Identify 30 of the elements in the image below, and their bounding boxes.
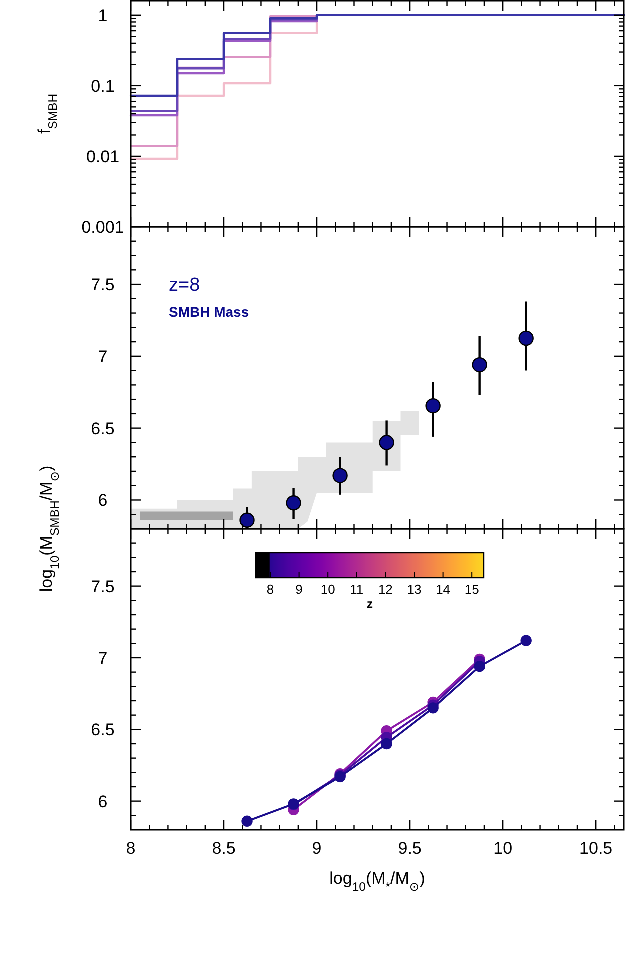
y-tick-label: 7 bbox=[98, 347, 108, 366]
x-tick-label: 10.5 bbox=[580, 839, 613, 858]
annotation: 11 bbox=[350, 582, 364, 597]
x-axis-title: log$_{10}$(M$_{*}$/M$_{⊙}$) bbox=[330, 869, 426, 894]
annotation: SMBH Mass bbox=[169, 304, 250, 320]
y-tick-label: 1 bbox=[98, 6, 108, 26]
annotation: 13 bbox=[407, 582, 422, 597]
y-tick-label: 6 bbox=[98, 792, 108, 812]
x-tick-label: 8 bbox=[126, 839, 136, 858]
annotation: z bbox=[367, 597, 373, 611]
y-tick-label: 0.1 bbox=[91, 76, 115, 96]
annotation: 12 bbox=[378, 582, 393, 597]
y-tick-label: 0.01 bbox=[86, 147, 120, 166]
x-tick-label: 8.5 bbox=[212, 839, 236, 858]
annotation: 15 bbox=[464, 582, 480, 597]
x-tick-label: 9 bbox=[312, 839, 322, 858]
y-tick-label: 6 bbox=[98, 491, 108, 510]
annotation: 10 bbox=[320, 582, 336, 597]
y-tick-label: 7.5 bbox=[91, 276, 115, 295]
y-tick-label: 6.5 bbox=[91, 720, 115, 740]
y-tick-label: 7 bbox=[98, 649, 108, 668]
annotation: z=8 bbox=[169, 275, 200, 296]
annotation: 8 bbox=[266, 582, 274, 597]
annotation: 9 bbox=[296, 582, 303, 597]
x-tick-label: 9.5 bbox=[398, 839, 422, 858]
y-tick-label: 0.001 bbox=[82, 218, 124, 237]
y-tick-label: 7.5 bbox=[91, 577, 115, 596]
y-tick-label: 6.5 bbox=[91, 419, 115, 438]
x-tick-label: 10 bbox=[494, 839, 513, 858]
annotation: 14 bbox=[436, 582, 451, 597]
